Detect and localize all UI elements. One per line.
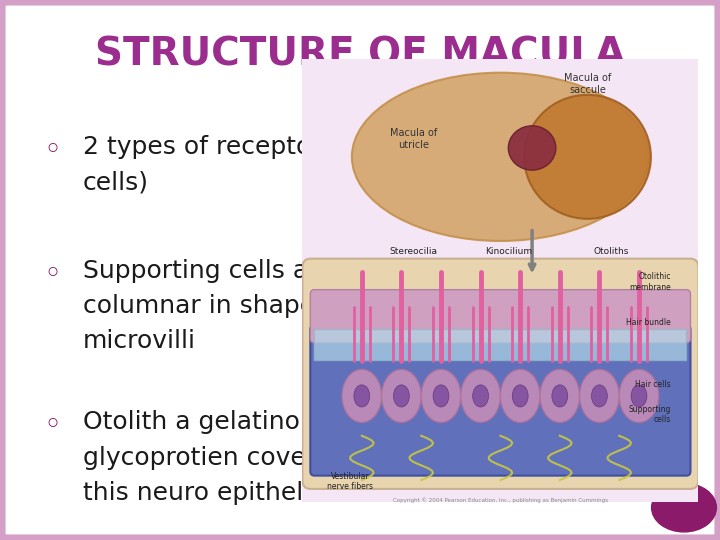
Text: ◦: ◦ <box>43 135 61 164</box>
Text: Macula of
saccule: Macula of saccule <box>564 73 611 95</box>
Text: Stereocilia: Stereocilia <box>390 247 437 256</box>
Text: this neuro epithelium: this neuro epithelium <box>83 481 351 504</box>
Ellipse shape <box>473 385 489 407</box>
Text: Otolith a gelatinous: Otolith a gelatinous <box>83 410 328 434</box>
Ellipse shape <box>580 369 619 422</box>
Ellipse shape <box>631 385 647 407</box>
Ellipse shape <box>513 385 528 407</box>
Ellipse shape <box>461 369 500 422</box>
FancyBboxPatch shape <box>302 259 698 489</box>
Text: ◦: ◦ <box>43 259 61 288</box>
Text: columnar in shape with: columnar in shape with <box>83 294 376 318</box>
FancyBboxPatch shape <box>310 325 690 476</box>
Text: microvilli: microvilli <box>83 329 196 353</box>
FancyBboxPatch shape <box>310 289 690 343</box>
Text: Hair cells: Hair cells <box>635 380 671 389</box>
Ellipse shape <box>393 385 409 407</box>
Text: Supporting cells are: Supporting cells are <box>83 259 333 283</box>
Ellipse shape <box>352 73 649 241</box>
FancyBboxPatch shape <box>314 329 687 361</box>
Text: Otoliths: Otoliths <box>593 247 629 256</box>
Text: Supporting
cells: Supporting cells <box>629 405 671 424</box>
Text: Hair bundle: Hair bundle <box>626 318 671 327</box>
Text: Copyright © 2004 Pearson Education, Inc., publishing as Benjamin Cummings: Copyright © 2004 Pearson Education, Inc.… <box>393 497 608 503</box>
Ellipse shape <box>540 369 580 422</box>
Text: Kinocilium: Kinocilium <box>485 247 532 256</box>
Ellipse shape <box>354 385 370 407</box>
Ellipse shape <box>524 95 651 219</box>
Ellipse shape <box>342 369 382 422</box>
Ellipse shape <box>433 385 449 407</box>
Ellipse shape <box>592 385 607 407</box>
Ellipse shape <box>552 385 567 407</box>
Text: Macula of
utricle: Macula of utricle <box>390 129 437 150</box>
Ellipse shape <box>382 369 421 422</box>
Circle shape <box>652 483 716 532</box>
Ellipse shape <box>500 369 540 422</box>
Text: 2 types of receptor (hair: 2 types of receptor (hair <box>83 135 387 159</box>
Ellipse shape <box>508 126 556 170</box>
FancyBboxPatch shape <box>299 55 702 507</box>
Text: glycoprotien covering: glycoprotien covering <box>83 446 355 469</box>
Text: Otolithic
membrane: Otolithic membrane <box>629 272 671 292</box>
Ellipse shape <box>619 369 659 422</box>
Ellipse shape <box>421 369 461 422</box>
Text: STRUCTURE OF MACULA: STRUCTURE OF MACULA <box>95 35 625 73</box>
Text: Vestibular
nerve fibers: Vestibular nerve fibers <box>327 471 373 491</box>
Text: cells): cells) <box>83 170 149 194</box>
Text: ◦: ◦ <box>43 410 61 440</box>
